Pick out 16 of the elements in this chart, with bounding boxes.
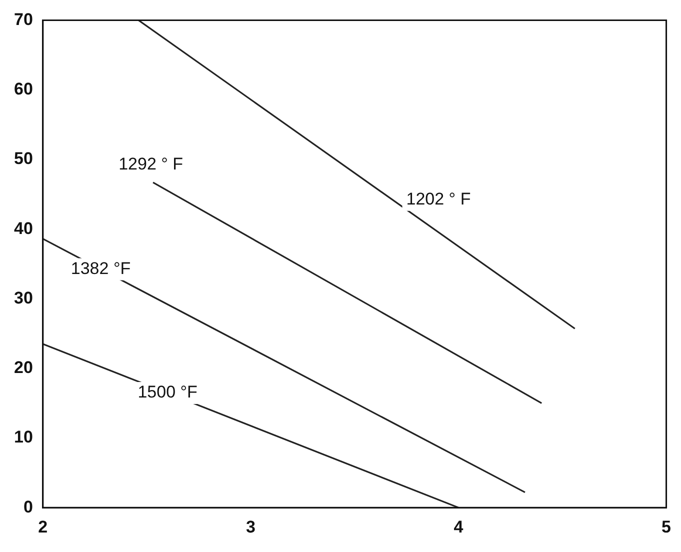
y-tick-label: 70: [14, 10, 33, 29]
y-tick-label: 60: [14, 80, 33, 99]
x-tick-label: 4: [454, 517, 464, 536]
x-tick-label: 2: [38, 517, 48, 536]
y-tick-label: 10: [14, 428, 33, 447]
series-label: 1292 ° F: [118, 154, 184, 174]
y-tick-label: 20: [14, 358, 33, 378]
series-label: 1500 °F: [138, 382, 198, 402]
y-tick-label: 0: [23, 497, 33, 516]
y-tick-label: 40: [14, 218, 33, 238]
x-tick-label: 5: [662, 517, 672, 536]
y-tick-label: 30: [14, 288, 33, 308]
y-tick-label: 50: [14, 149, 33, 168]
series-label: 1202 ° F: [406, 190, 471, 209]
series-label: 1382 °F: [70, 258, 131, 278]
x-tick-label: 3: [246, 517, 256, 536]
